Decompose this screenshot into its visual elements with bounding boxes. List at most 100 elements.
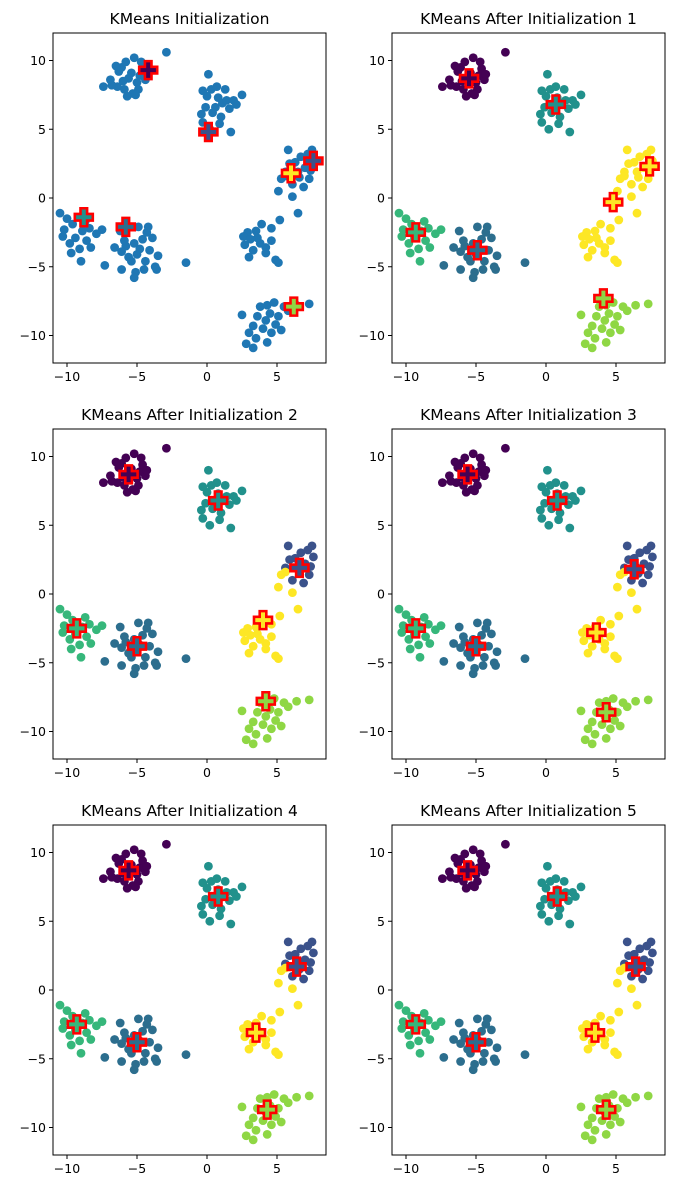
data-point	[454, 1018, 464, 1028]
data-point	[131, 90, 141, 100]
data-point	[492, 251, 502, 261]
data-point	[55, 604, 65, 614]
data-point	[478, 661, 488, 670]
panel-title: KMeans After Initialization 1	[420, 10, 637, 28]
data-point	[606, 724, 615, 734]
data-point	[198, 513, 208, 523]
data-point	[212, 82, 222, 92]
data-point	[237, 706, 247, 716]
data-point	[181, 654, 191, 664]
x-tick-label: −10	[54, 765, 80, 780]
scatter-panel-1: KMeans Initialization −10 −5 0 5 −10 −5 0 5 10	[20, 10, 327, 384]
data-point	[544, 124, 554, 134]
data-point	[244, 724, 254, 734]
data-point	[594, 1094, 604, 1104]
data-point	[241, 735, 251, 745]
centroid-marker	[66, 618, 88, 639]
data-point	[143, 222, 153, 232]
data-point	[608, 694, 618, 703]
centroid-marker	[457, 464, 478, 485]
data-point	[106, 471, 115, 481]
data-point	[62, 1006, 72, 1016]
data-point	[148, 1025, 157, 1035]
data-point	[265, 309, 275, 318]
data-point	[600, 248, 610, 258]
data-point	[129, 845, 139, 855]
data-point	[204, 861, 213, 871]
centroid-markers	[405, 68, 660, 309]
data-point	[631, 696, 640, 706]
x-tick-label: −10	[393, 765, 419, 780]
data-point	[564, 104, 573, 114]
data-point	[646, 937, 656, 947]
data-point	[97, 621, 107, 631]
data-point	[99, 82, 108, 92]
y-tick-label: 5	[38, 914, 46, 929]
data-point	[248, 321, 258, 331]
data-point	[121, 453, 131, 463]
data-point	[596, 1011, 605, 1021]
data-point	[65, 634, 75, 644]
data-point	[258, 324, 268, 334]
data-point	[606, 1028, 615, 1038]
data-point	[501, 839, 510, 849]
data-point	[143, 1014, 153, 1024]
data-point	[226, 127, 236, 137]
data-point	[597, 324, 607, 334]
data-point	[225, 104, 234, 114]
data-point	[220, 480, 230, 490]
data-point	[559, 876, 569, 886]
data-point	[613, 582, 622, 592]
data-point	[110, 243, 119, 252]
data-point	[261, 711, 271, 721]
data-point	[394, 604, 404, 614]
data-point	[246, 234, 255, 244]
data-point	[456, 661, 465, 670]
y-tick-label: 0	[377, 191, 385, 206]
data-point	[600, 1040, 610, 1050]
data-point	[482, 618, 492, 628]
data-point	[117, 247, 126, 257]
data-point	[480, 1048, 489, 1058]
y-tick-label: 10	[369, 449, 385, 464]
data-point	[415, 256, 425, 266]
data-point	[615, 1117, 625, 1127]
data-point	[239, 1024, 248, 1033]
data-point	[66, 248, 76, 258]
data-point	[257, 219, 266, 229]
data-point	[304, 299, 314, 309]
data-point	[309, 552, 318, 562]
data-point	[583, 724, 593, 734]
data-point	[421, 632, 430, 642]
panel-title: KMeans After Initialization 3	[420, 406, 637, 424]
data-point	[436, 621, 446, 631]
data-point	[460, 849, 470, 859]
data-point	[614, 1007, 624, 1017]
data-point	[606, 632, 615, 642]
data-point	[501, 47, 510, 57]
data-point	[438, 82, 447, 92]
centroid-marker	[546, 490, 568, 511]
data-point	[132, 78, 142, 87]
data-point	[445, 75, 454, 85]
data-point	[293, 604, 303, 614]
data-points	[55, 443, 318, 749]
data-point	[121, 57, 131, 67]
data-point	[414, 244, 423, 254]
data-point	[65, 1030, 75, 1040]
data-point	[419, 612, 429, 622]
data-point	[71, 233, 80, 243]
data-point	[198, 909, 208, 919]
data-point	[632, 604, 642, 614]
data-point	[404, 238, 414, 248]
data-point	[610, 716, 619, 725]
x-tick-label: −10	[393, 369, 419, 384]
data-point	[97, 225, 107, 235]
data-point	[271, 716, 280, 725]
data-point	[580, 339, 590, 349]
data-point	[414, 1036, 423, 1046]
centroid-marker	[623, 558, 645, 580]
data-point	[274, 707, 283, 717]
data-point	[141, 256, 150, 266]
data-point	[401, 214, 411, 224]
